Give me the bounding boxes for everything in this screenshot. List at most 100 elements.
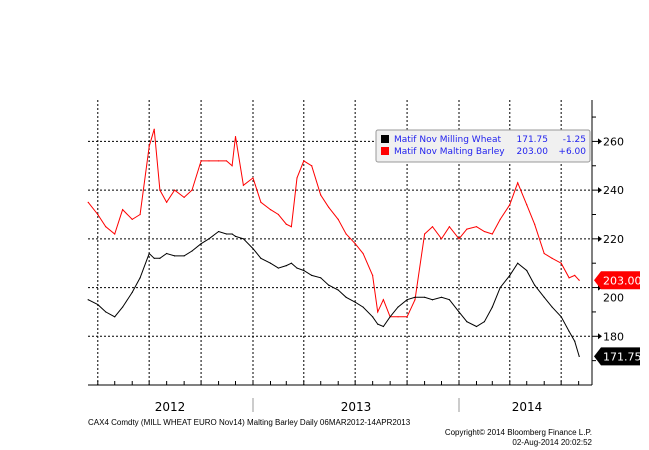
data-point (440, 296, 443, 298)
data-point (382, 325, 384, 328)
x-tick-label: 2013 (341, 400, 372, 414)
data-point (320, 277, 322, 279)
data-point (389, 316, 391, 318)
data-point (406, 316, 408, 318)
data-point (509, 204, 511, 206)
legend-change: -1.25 (563, 135, 586, 145)
data-point (320, 194, 322, 196)
data-point (183, 196, 185, 199)
data-point (377, 311, 379, 313)
data-point (372, 274, 374, 276)
y-tick-arrow (598, 333, 602, 340)
data-point (551, 306, 553, 308)
data-point (148, 252, 150, 255)
legend-swatch (381, 147, 389, 155)
data-point (296, 267, 298, 269)
data-point (377, 323, 379, 325)
data-point (406, 299, 408, 301)
data-point (354, 301, 356, 303)
data-point (483, 321, 485, 323)
data-point (231, 233, 233, 235)
data-point (423, 296, 426, 298)
data-point (269, 262, 272, 264)
y-tick-arrow (598, 187, 602, 194)
data-point (372, 316, 374, 318)
data-point (277, 213, 279, 216)
data-point (448, 226, 451, 228)
data-point (509, 274, 511, 276)
data-point (458, 238, 460, 240)
data-point (345, 296, 347, 298)
data-point (252, 177, 254, 179)
data-point (200, 243, 202, 245)
footer-timestamp: 02-Aug-2014 20:02:52 (512, 438, 592, 447)
data-point (159, 257, 161, 259)
data-point (122, 209, 124, 211)
data-point (191, 189, 193, 191)
data-point (397, 306, 399, 308)
legend-series-name: Matif Nov Milling Wheat (394, 135, 501, 145)
data-point (217, 230, 220, 233)
data-point (173, 189, 176, 191)
data-point (225, 233, 228, 235)
legend-series-name: Matif Nov Malting Barley (394, 147, 505, 157)
last-value-tag (594, 347, 640, 366)
last-value-label: 171.75 (603, 350, 642, 363)
data-point (491, 306, 493, 308)
data-point (574, 274, 576, 276)
data-point (290, 226, 292, 228)
data-point (166, 252, 168, 255)
data-point (131, 291, 133, 294)
data-point (234, 235, 237, 238)
data-point (499, 286, 501, 289)
y-tick-arrow (598, 235, 602, 242)
y-tick-label: 240 (603, 184, 624, 197)
data-point (431, 299, 434, 301)
data-point (252, 247, 254, 250)
data-point (526, 204, 528, 206)
data-point (560, 262, 562, 264)
data-point (87, 201, 89, 203)
footer-copyright: Copyright© 2014 Bloomberg Finance L.P. (444, 428, 592, 437)
data-point (491, 233, 493, 235)
data-point (560, 316, 562, 318)
data-point (328, 206, 330, 208)
y-tick-arrow (598, 138, 602, 145)
data-point (166, 201, 168, 203)
data-point (242, 238, 245, 240)
data-point (568, 277, 570, 279)
data-point (114, 233, 116, 235)
data-point (483, 230, 485, 233)
data-point (382, 299, 384, 301)
data-point (466, 228, 468, 230)
y-tick-label: 260 (603, 135, 624, 148)
data-point (285, 265, 287, 267)
data-point (269, 209, 272, 211)
data-point (97, 213, 99, 216)
data-point (328, 284, 330, 286)
data-point (148, 145, 150, 147)
data-point (337, 218, 339, 220)
data-point (574, 340, 576, 342)
x-tick-label: 2014 (512, 400, 543, 414)
data-point (303, 160, 305, 162)
data-point (139, 277, 141, 279)
legend-swatch (381, 135, 389, 143)
data-point (153, 128, 155, 130)
data-point (440, 238, 443, 240)
data-point (354, 243, 356, 245)
data-point (578, 355, 580, 357)
data-point (311, 274, 313, 276)
data-point (234, 135, 237, 138)
data-point (397, 316, 399, 318)
legend-change: +6.00 (558, 147, 586, 157)
data-point (231, 165, 233, 167)
data-point (345, 233, 347, 235)
data-point (423, 233, 426, 235)
legend-last-value: 171.75 (517, 135, 549, 145)
data-point (534, 284, 536, 286)
data-point (277, 267, 279, 269)
data-point (87, 299, 89, 301)
data-point (97, 304, 99, 306)
